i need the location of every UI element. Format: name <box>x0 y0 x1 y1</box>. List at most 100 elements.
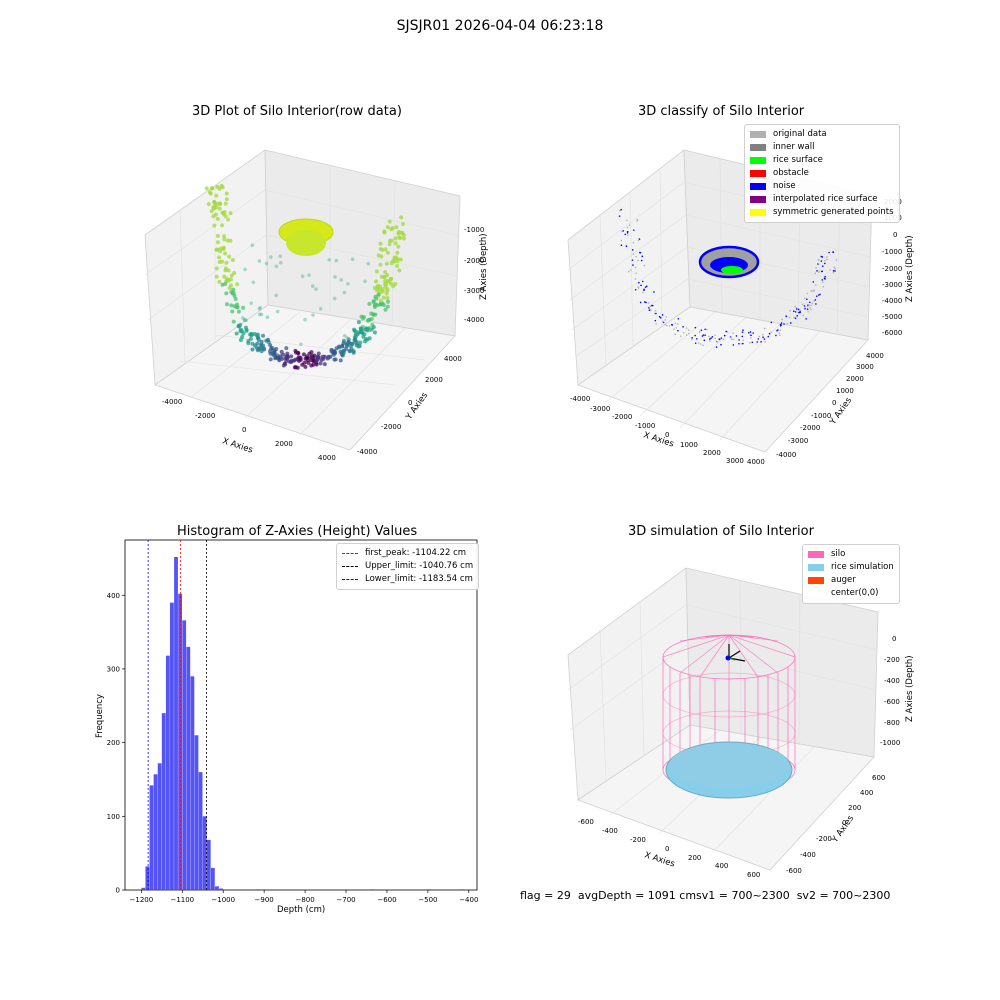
classify-point <box>815 303 817 305</box>
raw-point <box>391 284 396 289</box>
classify-point <box>785 314 787 317</box>
classify-ytick: -4000 <box>776 451 796 459</box>
figure-suptitle: SJSJR01 2026-04-04 06:23:18 <box>396 18 604 34</box>
classify-point <box>758 335 761 338</box>
classify-point <box>708 335 710 338</box>
raw-point <box>276 355 281 360</box>
auger-icon <box>725 644 746 662</box>
legend-item: center(0,0) <box>808 587 894 600</box>
raw-point <box>379 301 384 306</box>
raw-point <box>231 287 236 292</box>
raw-point <box>277 358 282 363</box>
classify-point <box>625 245 628 248</box>
raw-point <box>226 217 231 222</box>
raw-point <box>398 257 403 262</box>
classify-point <box>618 215 621 217</box>
raw-point <box>232 293 237 298</box>
classify-point <box>762 333 764 336</box>
raw-point <box>385 296 390 301</box>
histogram-vlines <box>147 540 207 890</box>
classify-point <box>671 323 673 326</box>
raw-point <box>301 352 306 357</box>
raw-point <box>254 333 259 338</box>
classify-point <box>643 264 646 267</box>
classify-point <box>807 304 809 307</box>
raw-point <box>401 236 406 241</box>
silo-wireframe <box>662 634 796 793</box>
classify-point <box>636 218 639 221</box>
classify-point <box>632 253 635 255</box>
classify-point <box>806 308 809 311</box>
raw-point <box>261 333 266 338</box>
classify-point <box>723 334 726 337</box>
classify-point <box>778 332 780 335</box>
raw-point <box>378 302 383 307</box>
raw-point <box>341 348 346 353</box>
raw-point <box>338 358 343 363</box>
raw-point <box>372 304 377 309</box>
raw-point <box>400 230 405 235</box>
classify-point <box>811 290 813 292</box>
raw-point <box>283 356 288 361</box>
raw-point <box>311 313 315 317</box>
raw-point <box>374 269 379 274</box>
raw-point <box>250 347 255 352</box>
raw-point <box>356 320 361 325</box>
raw-xtick: 4000 <box>318 454 336 462</box>
raw-point <box>250 341 255 346</box>
raw-point <box>363 279 367 284</box>
histogram-xtick-label: −800 <box>295 896 314 904</box>
classify-point <box>806 298 808 301</box>
raw-point <box>358 326 363 331</box>
raw-point <box>220 223 225 228</box>
raw-point <box>269 346 274 351</box>
raw-point <box>278 355 283 360</box>
raw-point <box>281 363 286 368</box>
classify-point <box>818 271 820 274</box>
raw-point <box>246 341 251 346</box>
histogram-bar <box>182 620 187 890</box>
legend-item: Lower_limit: -1183.54 cm <box>342 573 473 586</box>
raw-point <box>285 356 290 361</box>
simulation-ytick: 600 <box>872 774 885 782</box>
histogram-xtick-label: −400 <box>459 896 478 904</box>
raw-point <box>333 357 338 362</box>
raw-surface-cluster <box>278 218 334 246</box>
raw-point <box>318 361 323 366</box>
raw-point <box>315 357 320 362</box>
simulation-3d-box <box>567 567 879 871</box>
legend-label: silo <box>831 549 846 559</box>
legend-line-lower <box>342 579 358 580</box>
classify-point <box>691 337 693 339</box>
raw-point <box>382 275 387 280</box>
raw-point <box>215 201 220 206</box>
raw-point <box>401 233 406 238</box>
legend-label: obstacle <box>773 168 809 178</box>
raw-point <box>272 349 277 354</box>
classify-point <box>835 259 838 261</box>
raw-point <box>254 345 259 350</box>
classify-point <box>620 208 622 211</box>
classify-point <box>832 251 835 254</box>
raw-point <box>217 186 222 191</box>
classify-point <box>620 244 623 247</box>
raw-point <box>378 290 383 295</box>
legend-label: rice surface <box>773 155 823 165</box>
classify-point <box>767 335 770 338</box>
classify-point <box>783 323 785 325</box>
classify-point <box>639 301 642 304</box>
raw-point <box>311 356 316 361</box>
raw-point <box>229 283 234 288</box>
legend-swatch-wall <box>750 144 766 151</box>
classify-point <box>808 304 810 307</box>
raw-point <box>343 346 348 351</box>
classify-point <box>810 304 812 307</box>
classify-point <box>626 219 628 222</box>
classify-point <box>637 239 640 241</box>
raw-point <box>383 279 388 284</box>
raw-point <box>314 360 319 365</box>
raw-point <box>382 229 387 234</box>
raw-point <box>385 288 390 293</box>
raw-point <box>389 276 394 281</box>
raw-point <box>256 346 261 351</box>
